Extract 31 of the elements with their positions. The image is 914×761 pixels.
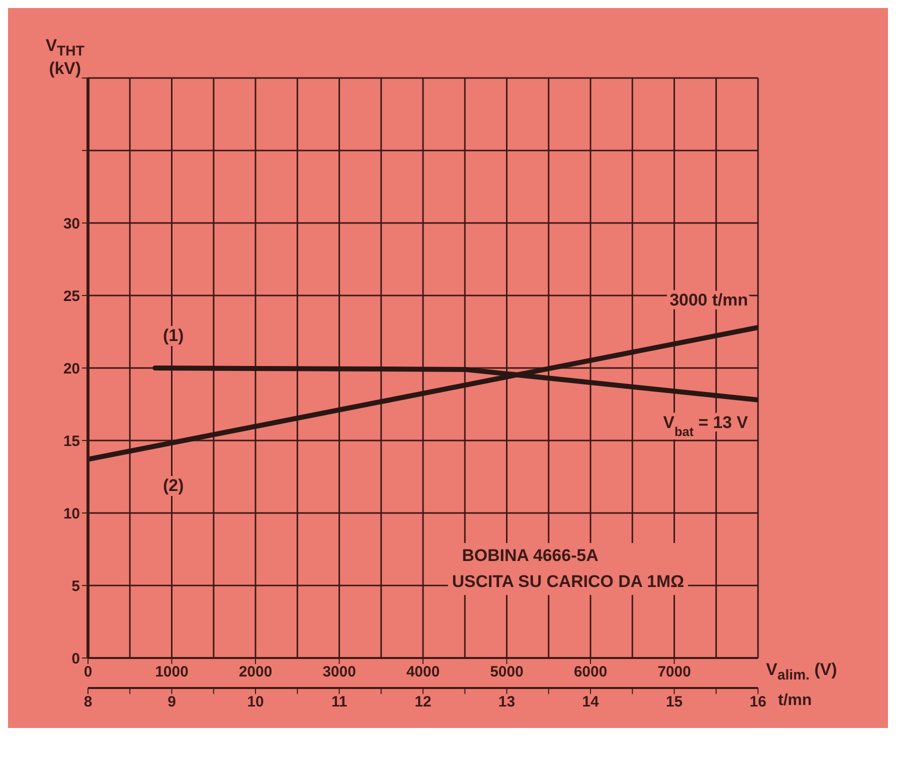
y-axis-title: V$_{THT}$ (kV)	[44, 36, 86, 80]
x-tick-label: 5000	[490, 664, 524, 681]
y-tick-label: 0	[72, 650, 80, 668]
x2-tick-label: 10	[247, 694, 264, 711]
x-tick-label: 7000	[658, 664, 691, 681]
x2-tick-label: 8	[84, 694, 92, 711]
x2-tick-label: 16	[750, 694, 766, 711]
y-tick-label: 20	[63, 360, 80, 378]
x-tick-label: 1000	[155, 664, 188, 681]
x-tick-label: 2000	[238, 664, 272, 681]
x2-tick-label: 15	[666, 694, 683, 711]
x2-axis-title: V$_{alim.}$ (V)	[766, 660, 837, 684]
x-tick-label: 3000	[322, 664, 356, 681]
annotation: (1)	[160, 326, 187, 346]
x2-tick-label: 11	[331, 694, 348, 711]
x-axis-title: t/mn	[778, 692, 812, 710]
x-tick-label: 0	[84, 664, 92, 681]
x2-tick-label: 13	[498, 694, 516, 711]
y-tick-label: 25	[63, 288, 80, 305]
y-tick-label: 10	[63, 505, 80, 522]
y-tick-label: 30	[63, 215, 80, 232]
x-tick-label: 6000	[574, 664, 608, 681]
x2-tick-label: 14	[582, 694, 600, 711]
annotation: BOBINA 4666-5A	[461, 545, 600, 567]
y-tick-label: 5	[72, 578, 80, 595]
y-tick-label: 15	[63, 432, 80, 450]
x2-tick-label: 9	[168, 694, 176, 711]
x-tick-label: 4000	[406, 664, 440, 681]
annotation: (2)	[160, 476, 187, 496]
x2-tick-label: 12	[414, 694, 432, 711]
annotation: USCITA SU CARICO DA 1MΩ	[452, 571, 684, 593]
